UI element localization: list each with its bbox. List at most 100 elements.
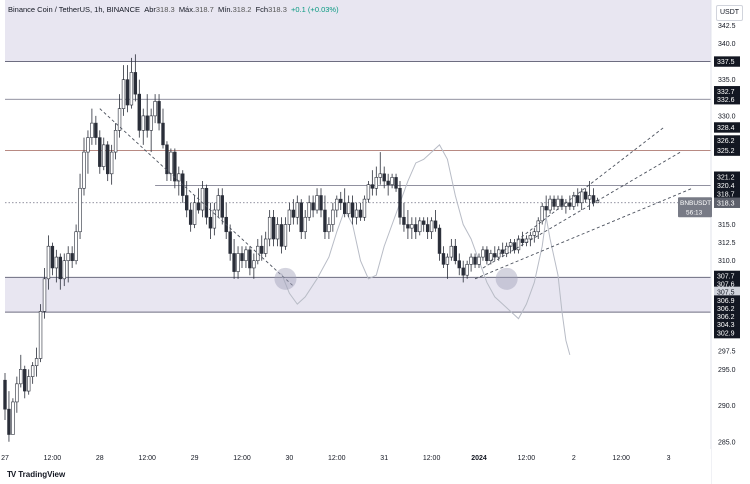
- high-label: Máx.: [178, 5, 196, 14]
- candle-body: [469, 256, 473, 265]
- candle-body: [232, 253, 236, 272]
- close-label: Fch: [255, 5, 269, 14]
- x-tick-label: 31: [380, 455, 388, 462]
- candle-body: [267, 216, 272, 240]
- x-tick-label: 12:00: [138, 455, 156, 462]
- candle-body: [236, 253, 240, 272]
- candle-body: [418, 220, 422, 233]
- candle-body: [556, 198, 560, 207]
- candle-body: [173, 151, 177, 182]
- candle-body: [331, 209, 335, 225]
- price-badge: [714, 327, 740, 339]
- x-tick-label: 12:00: [233, 455, 251, 462]
- y-tick-label: 342.5: [718, 23, 736, 30]
- candle-body: [161, 122, 165, 146]
- candle-body: [425, 224, 430, 233]
- candle-body: [295, 202, 299, 218]
- candle-body: [38, 311, 43, 359]
- price-badge-label: 307.6: [717, 281, 735, 288]
- candle-body: [579, 191, 584, 204]
- candle-body: [133, 72, 138, 95]
- candle-body: [493, 253, 497, 258]
- x-tick-label: 27: [1, 455, 9, 462]
- candle-body: [477, 256, 481, 265]
- time-axis-bg: [0, 449, 711, 484]
- candle-body: [3, 379, 7, 410]
- candle-body: [74, 231, 78, 262]
- candle-body: [402, 216, 406, 225]
- candle-body: [327, 224, 331, 233]
- chart-legend: Binance Coin / TetherUS, 1h, BINANCE Abr…: [8, 5, 339, 14]
- candle-body: [299, 202, 303, 233]
- countdown-label: 56:13: [686, 209, 703, 216]
- candle-body: [82, 151, 86, 189]
- x-tick-label: 2024: [471, 455, 487, 462]
- price-badge: [714, 188, 740, 200]
- candle-body: [406, 224, 410, 229]
- candle-body: [378, 173, 382, 178]
- price-badge-label: 306.9: [717, 298, 735, 305]
- y-tick-label: 295.0: [718, 367, 736, 374]
- candle-body: [485, 249, 489, 262]
- currency-button[interactable]: USDT: [716, 5, 743, 21]
- plot-area: [0, 0, 711, 449]
- candle-body: [437, 227, 442, 254]
- candle-body: [398, 187, 402, 218]
- candle-body: [220, 195, 224, 218]
- candle-body: [346, 202, 351, 214]
- symbol-title[interactable]: Binance Coin / TetherUS, 1h, BINANCE: [8, 5, 141, 14]
- candle-body: [196, 202, 201, 211]
- tradingview-brand[interactable]: TV TradingView: [7, 470, 65, 479]
- candle-body: [113, 130, 118, 153]
- candle-body: [121, 79, 126, 109]
- candle-body: [157, 101, 161, 124]
- price-badge: [714, 295, 740, 306]
- candle-body: [354, 209, 359, 218]
- candle-body: [62, 260, 66, 280]
- low-value: 318.2: [232, 5, 252, 14]
- candle-body: [576, 195, 580, 204]
- candle-body: [129, 72, 134, 106]
- candle-body: [473, 256, 477, 265]
- candle-body: [362, 198, 367, 218]
- candle-body: [275, 224, 280, 240]
- x-tick-label: 3: [667, 455, 671, 462]
- channel-upper: [490, 126, 665, 262]
- candle-body: [117, 108, 122, 131]
- y-tick-label: 290.0: [718, 403, 736, 410]
- candle-body: [200, 187, 205, 211]
- candle-body: [141, 115, 145, 131]
- x-tick-label: 12:00: [518, 455, 536, 462]
- candle-body: [568, 202, 572, 207]
- price-badge-label: 328.4: [717, 125, 735, 132]
- projection-path: [281, 144, 571, 355]
- candle-body: [307, 202, 311, 218]
- x-tick-label: 30: [286, 455, 294, 462]
- candle-body: [572, 195, 576, 207]
- candle-body: [339, 198, 343, 204]
- candle-body: [374, 177, 378, 189]
- price-badge-label: 337.5: [717, 59, 735, 66]
- candle-body: [256, 245, 260, 262]
- price-badge-label: 318.7: [717, 192, 735, 199]
- candle-body: [552, 198, 556, 207]
- y-tick-label: 297.5: [718, 349, 736, 356]
- candle-body: [382, 173, 386, 182]
- price-badge-label: 304.3: [717, 322, 735, 329]
- candle-body: [441, 253, 446, 265]
- candle-body: [548, 198, 552, 211]
- price-badge: [714, 122, 740, 133]
- candle-body: [11, 401, 15, 435]
- candle-body: [23, 369, 27, 392]
- low-marker-2: [495, 267, 518, 290]
- candle-body: [544, 206, 548, 211]
- candle-body: [271, 216, 276, 240]
- open-label: Abr: [144, 5, 156, 14]
- price-badge-label: 325.2: [717, 148, 735, 155]
- candle-body: [153, 101, 157, 117]
- low-label: Mín.: [218, 5, 233, 14]
- price-badge-label: 320.4: [717, 183, 735, 190]
- symbol-badge: [678, 197, 712, 218]
- price-badge-label: 307.5: [717, 289, 735, 296]
